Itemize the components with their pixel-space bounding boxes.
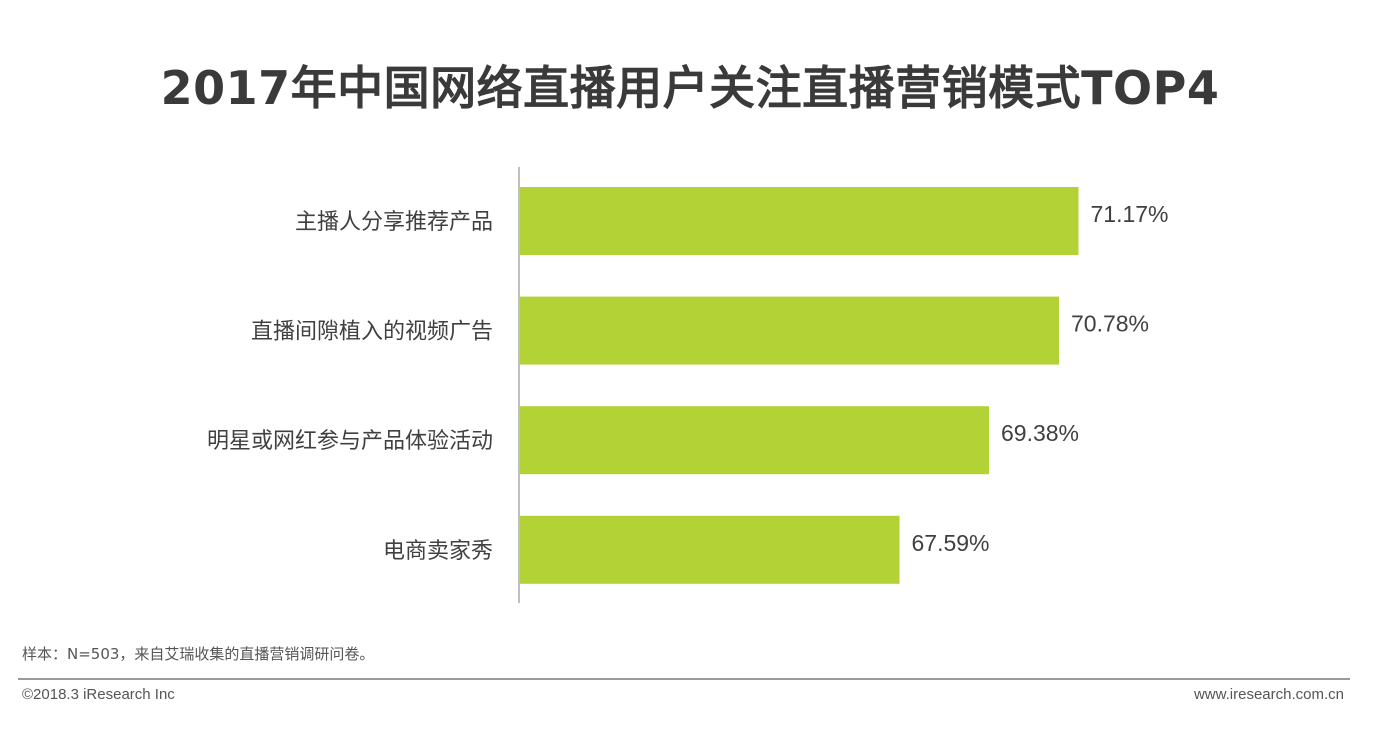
category-label-4: 电商卖家秀	[383, 539, 493, 564]
bar-4	[520, 515, 900, 584]
website-link[interactable]: www.iresearch.com.cn	[1193, 686, 1344, 703]
bar-chart: 主播人分享推荐产品 71.17% 直播间隙植入的视频广告 70.78% 明星或网红参与产…	[207, 167, 1169, 603]
bar-1	[520, 187, 1079, 255]
value-label-2: 70.78%	[1071, 311, 1149, 337]
bar-2	[520, 296, 1059, 365]
value-label-3: 69.38%	[1001, 420, 1079, 446]
chart-title: 2017年中国网络直播用户关注直播营销模式TOP4	[160, 61, 1220, 115]
value-label-4: 67.59%	[912, 530, 990, 556]
category-label-3: 明星或网红参与产品体验活动	[207, 429, 493, 454]
bar-3	[520, 406, 989, 475]
category-label-1: 主播人分享推荐产品	[295, 210, 493, 235]
footer-divider	[18, 678, 1350, 680]
copyright-text: ©2018.3 iResearch Inc	[22, 686, 175, 703]
sample-note: 样本：N=503，来自艾瑞收集的直播营销调研问卷。	[22, 645, 375, 663]
value-label-1: 71.17%	[1091, 201, 1169, 227]
category-label-2: 直播间隙植入的视频广告	[251, 320, 493, 345]
